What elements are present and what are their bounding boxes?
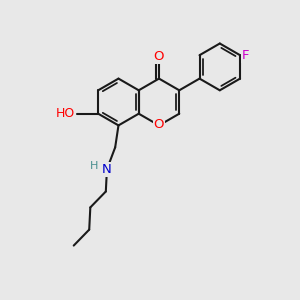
Text: N: N [102, 163, 112, 176]
Text: F: F [242, 49, 249, 62]
Text: O: O [154, 118, 164, 131]
Text: O: O [154, 50, 164, 63]
Text: HO: HO [56, 107, 75, 120]
Text: H: H [90, 161, 98, 171]
